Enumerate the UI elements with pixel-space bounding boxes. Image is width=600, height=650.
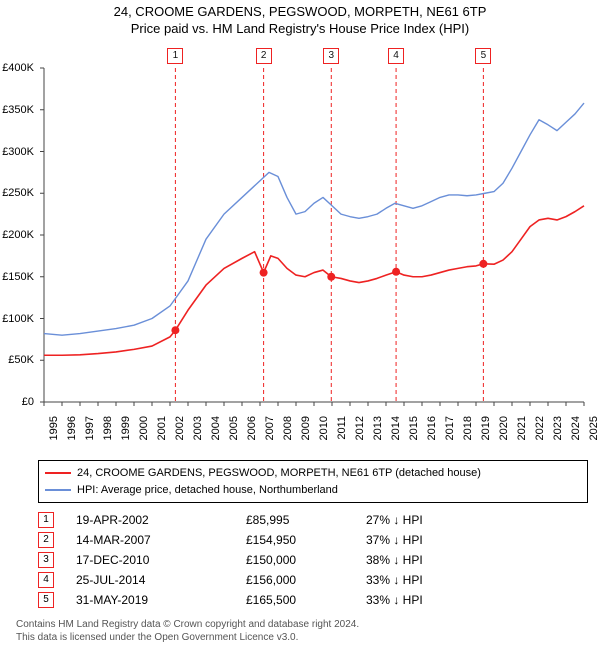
legend-row-property: 24, CROOME GARDENS, PEGSWOOD, MORPETH, N… bbox=[45, 465, 581, 482]
sale-pct-vs-hpi: 27% ↓ HPI bbox=[366, 513, 486, 527]
x-axis-label: 2013 bbox=[372, 416, 384, 446]
sale-pct-vs-hpi: 33% ↓ HPI bbox=[366, 573, 486, 587]
legend-label-property: 24, CROOME GARDENS, PEGSWOOD, MORPETH, N… bbox=[77, 465, 481, 482]
sale-date: 17-DEC-2010 bbox=[76, 553, 246, 567]
x-axis-label: 2014 bbox=[390, 416, 402, 446]
sale-price: £165,500 bbox=[246, 593, 366, 607]
sale-price: £156,000 bbox=[246, 573, 366, 587]
x-axis-label: 2021 bbox=[516, 416, 528, 446]
x-axis-label: 2019 bbox=[480, 416, 492, 446]
legend-row-hpi: HPI: Average price, detached house, Nort… bbox=[45, 482, 581, 499]
x-axis-label: 2007 bbox=[264, 416, 276, 446]
x-axis-label: 2015 bbox=[408, 416, 420, 446]
x-axis-label: 2023 bbox=[552, 416, 564, 446]
sale-date: 25-JUL-2014 bbox=[76, 573, 246, 587]
y-axis-label: £50K bbox=[0, 354, 34, 366]
x-axis-label: 1999 bbox=[120, 416, 132, 446]
sales-row: 5 31-MAY-2019£165,50033% ↓ HPI bbox=[38, 590, 574, 610]
sale-marker-5: 5 bbox=[475, 48, 491, 64]
legend-label-hpi: HPI: Average price, detached house, Nort… bbox=[77, 482, 338, 499]
chart-svg bbox=[38, 44, 590, 424]
x-axis-label: 2003 bbox=[192, 416, 204, 446]
sales-table: 1 19-APR-2002£85,99527% ↓ HPI 2 14-MAR-2007… bbox=[38, 510, 574, 610]
footer-line-1: Contains HM Land Registry data © Crown c… bbox=[16, 618, 359, 631]
x-axis-label: 2025 bbox=[588, 416, 600, 446]
sale-date: 31-MAY-2019 bbox=[76, 593, 246, 607]
footer: Contains HM Land Registry data © Crown c… bbox=[16, 618, 359, 644]
title-line-2: Price paid vs. HM Land Registry's House … bbox=[0, 21, 600, 36]
y-axis-label: £100K bbox=[0, 313, 34, 325]
x-axis-label: 2009 bbox=[300, 416, 312, 446]
x-axis-label: 2024 bbox=[570, 416, 582, 446]
sale-price: £150,000 bbox=[246, 553, 366, 567]
x-axis-label: 2000 bbox=[138, 416, 150, 446]
sale-index-box: 2 bbox=[38, 532, 54, 548]
x-axis-label: 2016 bbox=[426, 416, 438, 446]
price-chart: £0£50K£100K£150K£200K£250K£300K£350K£400… bbox=[38, 44, 590, 424]
sales-row: 4 25-JUL-2014£156,00033% ↓ HPI bbox=[38, 570, 574, 590]
legend-swatch-property bbox=[45, 472, 71, 474]
y-axis-label: £200K bbox=[0, 229, 34, 241]
legend: 24, CROOME GARDENS, PEGSWOOD, MORPETH, N… bbox=[38, 460, 588, 503]
chart-title: 24, CROOME GARDENS, PEGSWOOD, MORPETH, N… bbox=[0, 0, 600, 36]
title-line-1: 24, CROOME GARDENS, PEGSWOOD, MORPETH, N… bbox=[0, 4, 600, 19]
x-axis-label: 2002 bbox=[174, 416, 186, 446]
x-axis-label: 2022 bbox=[534, 416, 546, 446]
sale-price: £154,950 bbox=[246, 533, 366, 547]
x-axis-label: 2018 bbox=[462, 416, 474, 446]
legend-swatch-hpi bbox=[45, 489, 71, 491]
sale-marker-3: 3 bbox=[323, 48, 339, 64]
sale-price: £85,995 bbox=[246, 513, 366, 527]
sale-date: 19-APR-2002 bbox=[76, 513, 246, 527]
x-axis-label: 1996 bbox=[66, 416, 78, 446]
x-axis-label: 2001 bbox=[156, 416, 168, 446]
x-axis-label: 2017 bbox=[444, 416, 456, 446]
sale-pct-vs-hpi: 37% ↓ HPI bbox=[366, 533, 486, 547]
footer-line-2: This data is licensed under the Open Gov… bbox=[16, 631, 359, 644]
y-axis-label: £0 bbox=[0, 396, 34, 408]
sale-date: 14-MAR-2007 bbox=[76, 533, 246, 547]
sale-index-box: 3 bbox=[38, 552, 54, 568]
sale-marker-4: 4 bbox=[388, 48, 404, 64]
x-axis-label: 2010 bbox=[318, 416, 330, 446]
y-axis-label: £350K bbox=[0, 104, 34, 116]
x-axis-label: 2020 bbox=[498, 416, 510, 446]
x-axis-label: 1995 bbox=[48, 416, 60, 446]
sale-pct-vs-hpi: 33% ↓ HPI bbox=[366, 593, 486, 607]
y-axis-label: £400K bbox=[0, 62, 34, 74]
sale-marker-2: 2 bbox=[256, 48, 272, 64]
sales-row: 1 19-APR-2002£85,99527% ↓ HPI bbox=[38, 510, 574, 530]
x-axis-label: 2008 bbox=[282, 416, 294, 446]
sale-index-box: 1 bbox=[38, 512, 54, 528]
sale-marker-1: 1 bbox=[167, 48, 183, 64]
x-axis-label: 2006 bbox=[246, 416, 258, 446]
y-axis-label: £300K bbox=[0, 146, 34, 158]
sales-row: 3 17-DEC-2010£150,00038% ↓ HPI bbox=[38, 550, 574, 570]
x-axis-label: 2012 bbox=[354, 416, 366, 446]
x-axis-label: 2005 bbox=[228, 416, 240, 446]
sale-index-box: 4 bbox=[38, 572, 54, 588]
sale-index-box: 5 bbox=[38, 592, 54, 608]
y-axis-label: £150K bbox=[0, 271, 34, 283]
sales-row: 2 14-MAR-2007£154,95037% ↓ HPI bbox=[38, 530, 574, 550]
sale-pct-vs-hpi: 38% ↓ HPI bbox=[366, 553, 486, 567]
x-axis-label: 2004 bbox=[210, 416, 222, 446]
y-axis-label: £250K bbox=[0, 187, 34, 199]
x-axis-label: 2011 bbox=[336, 416, 348, 446]
x-axis-label: 1997 bbox=[84, 416, 96, 446]
x-axis-label: 1998 bbox=[102, 416, 114, 446]
